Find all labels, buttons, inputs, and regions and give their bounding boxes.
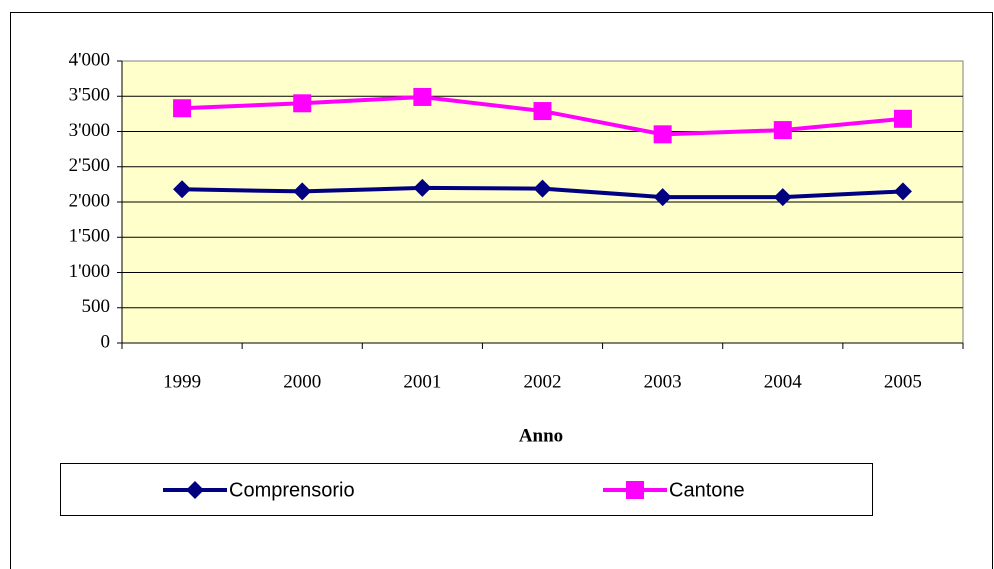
legend-label: Comprensorio	[229, 479, 355, 501]
marker	[413, 178, 432, 197]
x-tick-label: 2002	[524, 371, 562, 392]
x-tick-label: 2001	[403, 371, 441, 392]
y-tick-label: 4'000	[69, 49, 110, 70]
marker	[533, 102, 552, 121]
x-tick-label: 2003	[644, 371, 682, 392]
marker	[653, 188, 672, 207]
marker	[413, 87, 432, 106]
marker	[773, 121, 792, 140]
y-tick-label: 0	[101, 331, 111, 352]
marker	[893, 182, 912, 201]
x-tick-label: 1999	[163, 371, 201, 392]
y-tick-label: 2'500	[69, 155, 110, 176]
y-tick-label: 3'000	[69, 120, 110, 141]
marker	[533, 179, 552, 198]
marker	[186, 481, 204, 499]
marker	[293, 94, 312, 113]
marker	[293, 182, 312, 201]
y-tick-label: 2'000	[69, 190, 110, 211]
x-axis-title: Anno	[519, 425, 563, 446]
x-tick-label: 2004	[764, 371, 803, 392]
marker	[173, 180, 192, 199]
marker	[173, 99, 192, 118]
marker	[893, 109, 912, 128]
y-tick-label: 1'000	[69, 261, 110, 282]
y-tick-label: 500	[82, 296, 111, 317]
marker	[626, 481, 644, 499]
legend-label: Cantone	[669, 479, 745, 501]
y-tick-label: 1'500	[69, 226, 110, 247]
marker	[773, 188, 792, 207]
marker	[653, 125, 672, 144]
x-tick-label: 2000	[283, 371, 321, 392]
x-tick-label: 2005	[884, 371, 922, 392]
y-tick-label: 3'500	[69, 85, 110, 106]
